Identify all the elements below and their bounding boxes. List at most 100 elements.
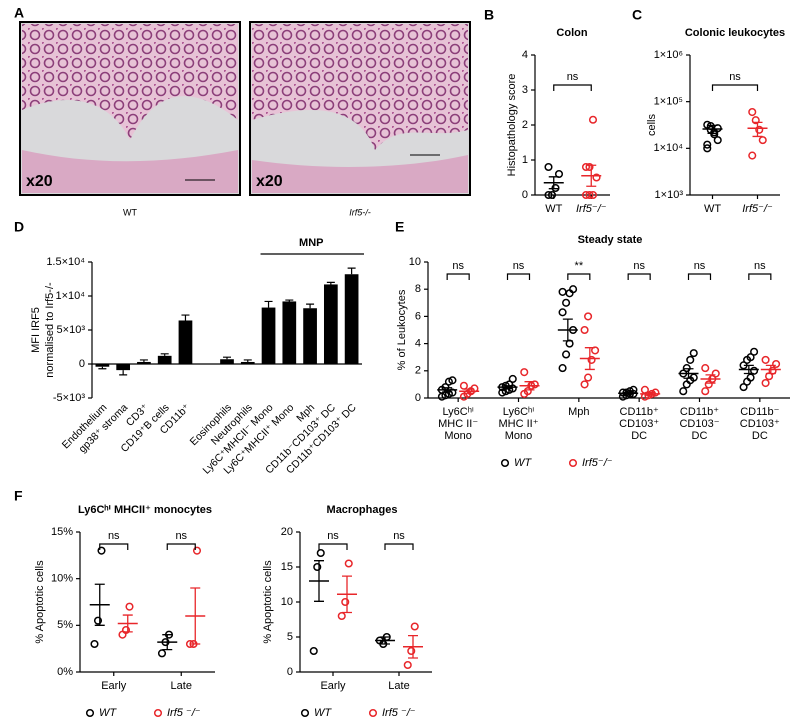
data-point (772, 359, 781, 369)
error-bar (314, 560, 324, 602)
panel-letter: D (14, 219, 24, 235)
y-tick-label: 4 (522, 49, 528, 61)
x-tick-label: Irf5⁻/⁻ (742, 203, 773, 215)
error-bar (98, 366, 107, 370)
data-point (558, 308, 567, 317)
data-point (520, 368, 529, 377)
legend-label: Irf5 ⁻/⁻ (167, 707, 201, 719)
bar (282, 301, 297, 364)
error-bar (584, 347, 595, 371)
y-tick-label: 3 (522, 84, 528, 96)
y-tick-label: 20 (281, 526, 293, 538)
data-point (403, 660, 412, 670)
data-point (316, 548, 325, 558)
y-axis-label: % Apoptotic cells (34, 560, 46, 644)
x-tick-label: CD103⁺ (740, 418, 780, 430)
data-point (459, 381, 468, 390)
data-point (407, 646, 416, 656)
data-point (748, 151, 757, 160)
y-tick-label: 1×10⁶ (654, 49, 683, 61)
significance-label: ns (108, 530, 120, 542)
significance-label: ** (575, 260, 584, 272)
data-point (554, 169, 564, 179)
y-tick-label: 2 (415, 365, 421, 377)
legend-label: WT (514, 457, 532, 469)
legend-label: WT (99, 707, 117, 719)
data-point (157, 649, 167, 658)
significance-bracket (99, 543, 129, 550)
error-bar (181, 314, 190, 321)
image-caption: WT (123, 207, 137, 217)
data-point (750, 347, 759, 356)
panel-letter: C (632, 7, 642, 23)
data-point (640, 385, 649, 394)
tissue (252, 24, 468, 150)
error-bar (119, 370, 128, 376)
y-tick-label: 0 (287, 666, 293, 678)
error-bar (502, 385, 513, 390)
bar (344, 274, 359, 364)
data-point (580, 325, 589, 335)
data-point (410, 622, 419, 631)
data-point (591, 346, 600, 355)
bar (261, 307, 276, 364)
error-bar (326, 281, 335, 285)
data-point (569, 285, 578, 294)
y-tick-label: 4 (415, 338, 421, 350)
x-tick-label: Mono (505, 430, 533, 442)
error-bar (752, 121, 763, 138)
data-point (97, 546, 106, 555)
chart-title: Macrophages (327, 504, 398, 516)
error-bar (524, 381, 535, 391)
data-point (751, 116, 760, 125)
error-bar (645, 391, 656, 396)
error-bar (223, 356, 231, 360)
data-point (508, 374, 517, 384)
data-point (703, 144, 712, 153)
data-point (761, 355, 770, 364)
y-axis-label: normalised to Irf5-/- (44, 282, 56, 378)
x-tick-label: Ly6Cʰⁱ (442, 406, 473, 418)
data-point (551, 183, 560, 193)
chart-title: Steady state (578, 234, 643, 246)
y-tick-label: 2 (522, 119, 528, 131)
bar (116, 364, 131, 371)
bar (220, 359, 234, 364)
x-tick-label: Early (320, 680, 346, 692)
data-point (544, 162, 553, 172)
chart-title: Colonic leukocytes (685, 27, 785, 39)
error-bar (347, 267, 356, 275)
error-bar (707, 124, 718, 134)
data-point (682, 364, 691, 373)
error-bar (562, 318, 573, 342)
data-point (547, 190, 557, 200)
tissue (22, 24, 238, 140)
data-point (585, 162, 594, 172)
x-tick-label: CD11b⁺ (620, 406, 659, 418)
error-bar (743, 364, 754, 375)
x-tick-label: Mph (568, 406, 589, 418)
significance-label: ns (754, 260, 766, 272)
data-point (704, 380, 713, 389)
significance-bracket (384, 543, 414, 550)
significance-label: ns (513, 260, 525, 272)
data-point (703, 140, 712, 149)
significance-label: ns (694, 260, 706, 272)
y-tick-label: 10% (51, 573, 73, 585)
magnification: x20 (256, 173, 283, 190)
data-point (448, 376, 457, 385)
data-point (686, 355, 695, 364)
x-tick-label: MHC II⁺ (498, 418, 538, 430)
y-axis-label: MFI IRF5 (30, 307, 42, 353)
x-tick-label: DC (631, 430, 647, 442)
data-point (313, 562, 322, 572)
data-point (562, 350, 571, 359)
significance-label: ns (175, 530, 187, 542)
data-point (689, 373, 698, 382)
data-point (711, 369, 720, 378)
data-point (761, 378, 770, 388)
group-label: MNP (299, 237, 323, 249)
y-tick-label: 8 (415, 283, 421, 295)
data-point (755, 125, 764, 134)
data-point (587, 355, 596, 364)
